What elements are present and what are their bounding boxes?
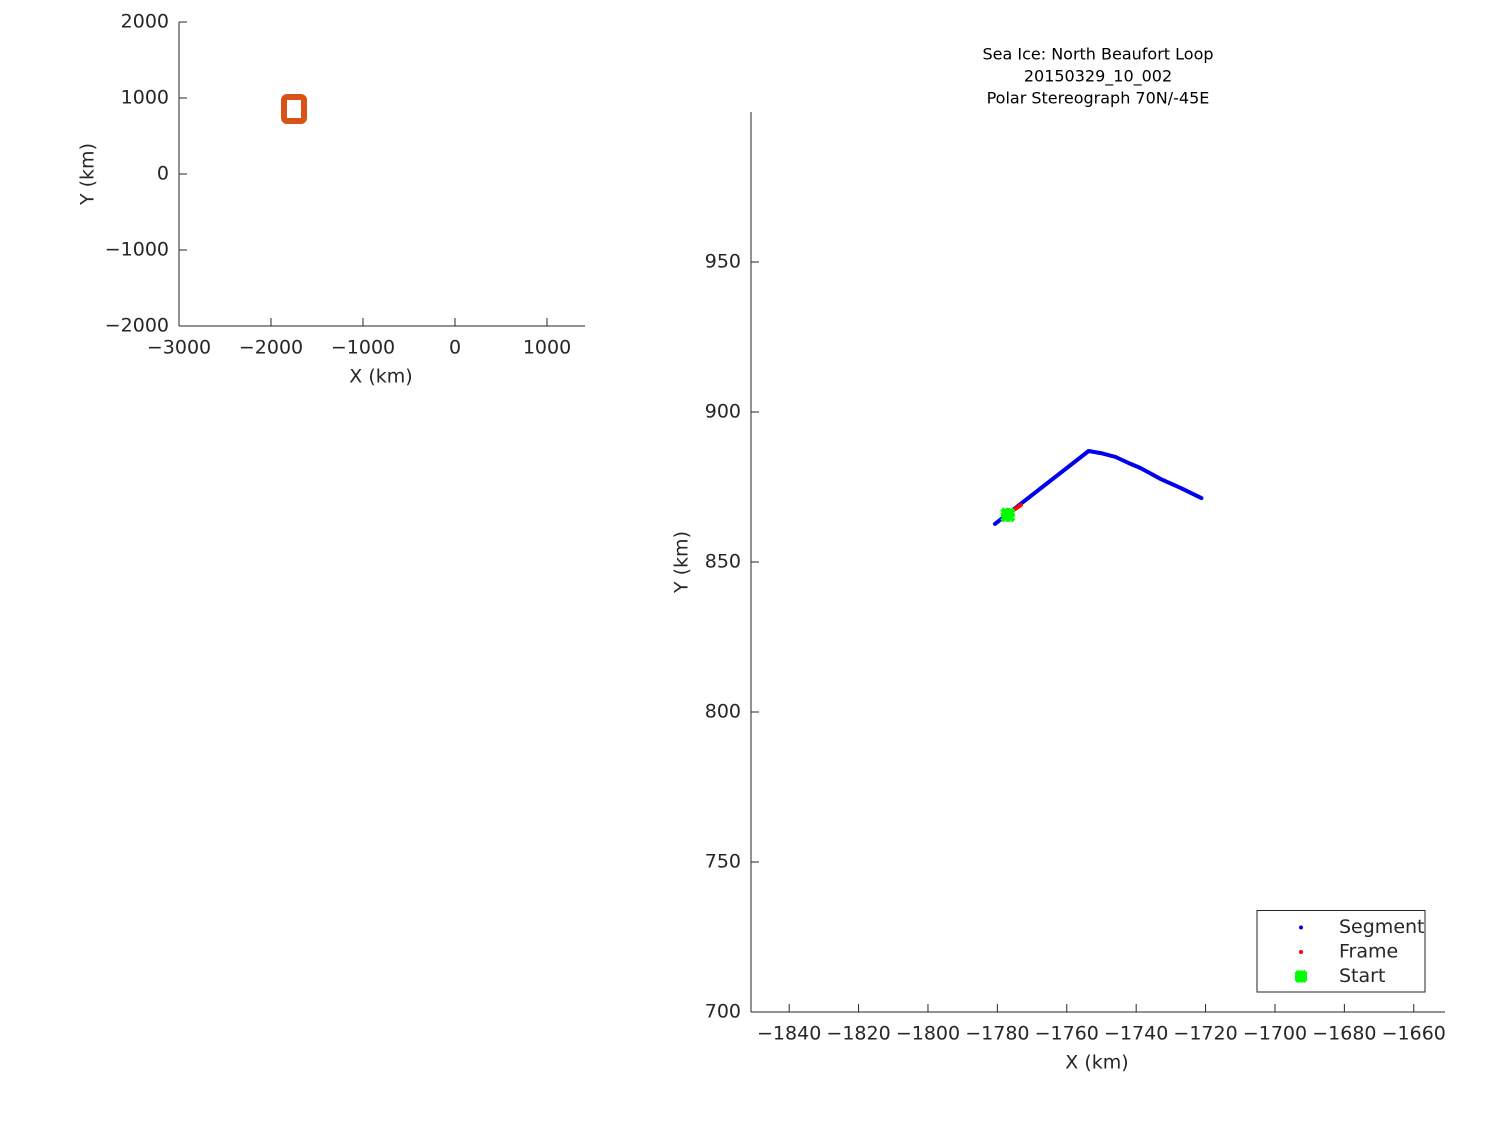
- x-tick-label: −1000: [331, 337, 395, 359]
- x-tick-label: −1680: [1312, 1023, 1376, 1045]
- chart-title: Sea Ice: North Beaufort Loop: [982, 45, 1213, 64]
- marker: [281, 94, 308, 125]
- x-tick-label: −1740: [1104, 1023, 1168, 1045]
- legend-label: Segment: [1339, 916, 1425, 938]
- x-axis-label: X (km): [349, 366, 412, 388]
- y-tick-label: 850: [705, 551, 741, 573]
- chart-title: Polar Stereograph 70N/-45E: [987, 89, 1210, 108]
- y-tick-label: 2000: [121, 11, 169, 33]
- y-tick-label: 0: [157, 163, 169, 185]
- start-marker: [1294, 969, 1308, 984]
- y-tick-label: 1000: [121, 87, 169, 109]
- y-axis-label: Y (km): [77, 143, 99, 206]
- y-tick-label: −1000: [105, 239, 169, 261]
- x-tick-label: −1660: [1382, 1023, 1446, 1045]
- y-axis-label: Y (km): [671, 531, 693, 594]
- legend-label: Start: [1339, 965, 1385, 987]
- x-tick-label: −1840: [757, 1023, 821, 1045]
- legend-box: [1256, 910, 1426, 993]
- x-tick-label: −3000: [147, 337, 211, 359]
- chart-title: 20150329_10_002: [1024, 67, 1172, 87]
- y-tick-label: 750: [705, 851, 741, 873]
- series-line: [992, 449, 1204, 526]
- legend-symbol: [1299, 950, 1303, 954]
- y-tick-label: 700: [705, 1001, 741, 1023]
- marker-shape: [1294, 969, 1308, 984]
- x-tick-label: −1820: [826, 1023, 890, 1045]
- y-tick-label: 900: [705, 401, 741, 423]
- y-tick-label: 950: [705, 251, 741, 273]
- x-tick-label: −1720: [1173, 1023, 1237, 1045]
- x-tick-label: −1780: [965, 1023, 1029, 1045]
- x-tick-label: −1800: [896, 1023, 960, 1045]
- legend-label: Frame: [1339, 941, 1398, 963]
- x-tick-label: −2000: [239, 337, 303, 359]
- x-tick-label: −1700: [1243, 1023, 1307, 1045]
- y-tick-label: 800: [705, 701, 741, 723]
- y-tick-label: −2000: [105, 315, 169, 337]
- x-tick-label: −1760: [1035, 1023, 1099, 1045]
- start-marker: [1000, 507, 1016, 523]
- marker-shape: [1000, 507, 1016, 523]
- x-axis-label: X (km): [1065, 1052, 1128, 1074]
- x-tick-label: 0: [449, 337, 461, 359]
- legend-symbol: [1299, 925, 1303, 930]
- x-tick-label: 1000: [523, 337, 571, 359]
